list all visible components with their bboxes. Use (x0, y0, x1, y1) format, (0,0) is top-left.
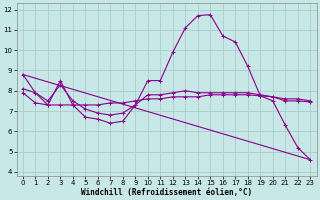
X-axis label: Windchill (Refroidissement éolien,°C): Windchill (Refroidissement éolien,°C) (81, 188, 252, 197)
